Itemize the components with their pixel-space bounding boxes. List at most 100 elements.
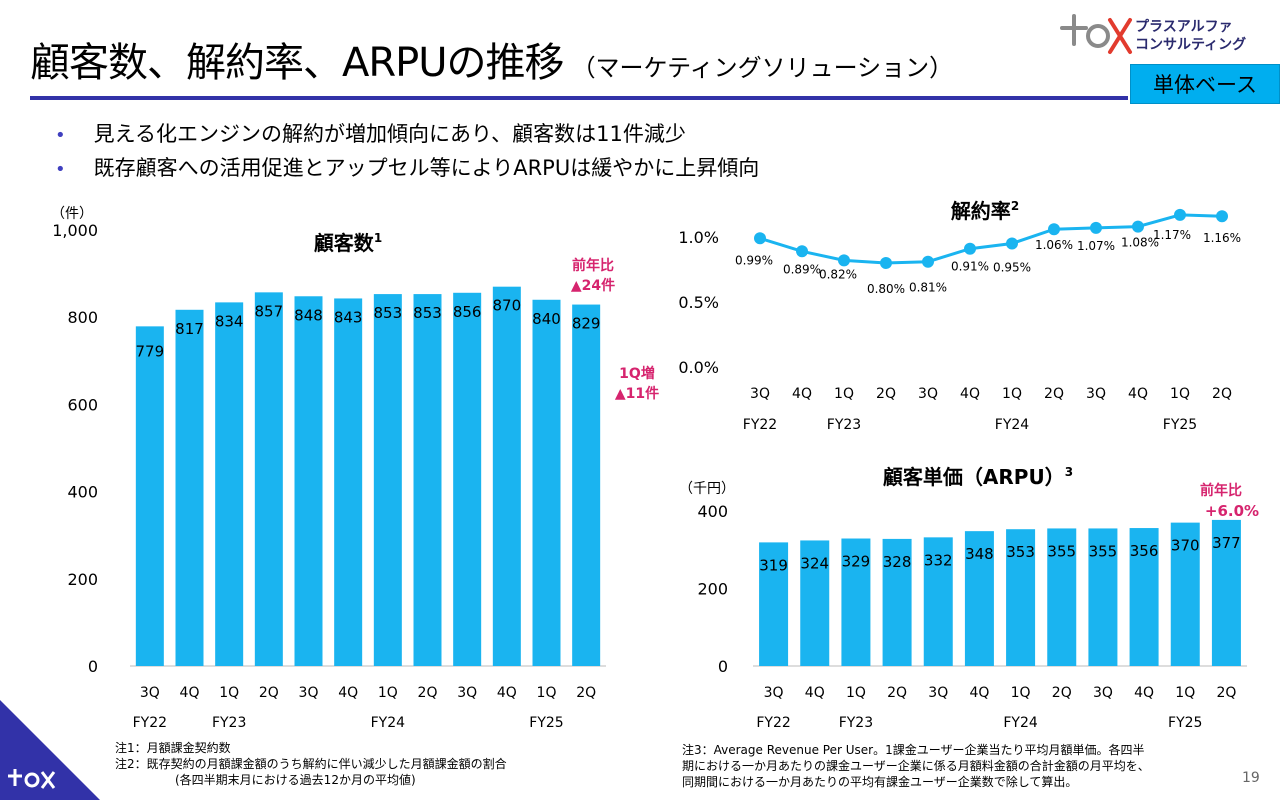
arpu-x-tick: 2Q [1052, 685, 1072, 701]
arpu-x-tick: 4Q [805, 685, 825, 701]
arpu-x-tick: 3Q [764, 685, 784, 701]
arpu-bar [964, 531, 994, 666]
customers-x-tick: 1Q [537, 685, 557, 701]
customers-fiscal-year-label: FY24 [371, 715, 406, 731]
arpu-x-tick: 2Q [887, 685, 907, 701]
customers-x-tick: 2Q [418, 685, 438, 701]
arpu-bar [841, 538, 871, 666]
arpu-value-label: 329 [842, 553, 871, 571]
customers-value-label: 843 [334, 308, 363, 326]
customers-bar [532, 299, 561, 666]
arpu-x-tick: 2Q [1216, 685, 1236, 701]
customers-value-label: 779 [136, 342, 165, 360]
arpu-x-tick: 3Q [928, 685, 948, 701]
customers-bar [453, 292, 482, 666]
customers-value-label: 848 [294, 306, 323, 324]
arpu-value-label: 355 [1089, 542, 1118, 560]
customers-qoq-label: 1Q増 [619, 365, 655, 382]
arpu-value-label: 377 [1212, 534, 1241, 552]
churn-value-label: 0.99% [735, 253, 773, 267]
customers-fiscal-year-label: FY23 [212, 715, 246, 731]
customers-bar [572, 304, 601, 666]
churn-fiscal-year-label: FY24 [995, 417, 1030, 433]
churn-y-tick: 1.0% [678, 228, 719, 247]
arpu-value-label: 324 [800, 554, 829, 572]
arpu-x-tick: 4Q [1134, 685, 1154, 701]
arpu-value-label: 348 [965, 545, 994, 563]
bullet-item-2: • 既存顧客への活用促進とアップセル等によりARPUは緩やかに上昇傾向 [55, 152, 759, 182]
arpu-yoy-label: 前年比 [1200, 482, 1242, 499]
logo-text-line1: プラスアルファ [1135, 19, 1233, 35]
churn-x-tick: 4Q [1128, 386, 1148, 402]
arpu-bar [1211, 519, 1241, 666]
bullet-text-1: 見える化エンジンの解約が増加傾向にあり、顧客数は11件減少 [93, 122, 686, 146]
churn-x-tick: 3Q [1086, 386, 1106, 402]
customers-bar [334, 298, 363, 666]
arpu-bar [1088, 528, 1118, 666]
churn-x-tick: 2Q [1212, 386, 1232, 402]
churn-x-tick: 1Q [834, 386, 854, 402]
arpu-bar [759, 542, 789, 666]
arpu-bar [800, 540, 830, 666]
churn-x-tick: 2Q [1044, 386, 1064, 402]
customers-bar [215, 302, 244, 666]
arpu-bar [1047, 528, 1077, 666]
churn-point [754, 232, 766, 245]
customers-y-tick: 200 [67, 570, 98, 589]
arpu-fiscal-year-label: FY25 [1168, 715, 1202, 731]
customers-value-label: 817 [175, 320, 204, 338]
customers-value-label: 870 [493, 297, 522, 315]
customers-x-tick: 4Q [338, 685, 358, 701]
customers-value-label: 840 [532, 310, 561, 328]
title-main: 顧客数、解約率、ARPUの推移 [30, 40, 565, 86]
arpu-y-tick: 200 [697, 580, 728, 599]
customers-value-label: 853 [374, 304, 403, 322]
customers-y-tick: 0 [88, 657, 98, 676]
churn-value-label: 1.06% [1035, 238, 1073, 252]
bullet-dot-icon: • [55, 125, 66, 146]
customers-yoy-value: ▲24件 [571, 277, 615, 294]
customers-x-tick: 2Q [259, 685, 279, 701]
logo-text-line2: コンサルティング [1135, 37, 1247, 53]
arpu-chart-title: 顧客単価（ARPU）3 [883, 465, 1073, 489]
customers-bar [175, 309, 204, 666]
churn-point [796, 245, 808, 258]
customers-x-tick: 3Q [299, 685, 319, 701]
customers-value-label: 857 [255, 302, 284, 320]
churn-y-tick: 0.0% [678, 358, 719, 377]
company-logo-text: プラスアルファ コンサルティング [1135, 18, 1246, 54]
customers-fiscal-year-label: FY22 [133, 715, 167, 731]
churn-point [922, 255, 934, 268]
arpu-bar [1129, 528, 1159, 666]
churn-point [838, 254, 850, 267]
customers-x-tick: 4Q [497, 685, 517, 701]
churn-fiscal-year-label: FY25 [1163, 417, 1197, 433]
title-subtitle: （マーケティングソリューション） [571, 54, 954, 82]
churn-x-tick: 2Q [876, 386, 896, 402]
churn-x-tick: 4Q [960, 386, 980, 402]
churn-y-tick: 0.5% [678, 293, 719, 312]
customers-bar [254, 292, 283, 666]
customers-qoq-value: ▲11件 [615, 385, 659, 402]
churn-fiscal-year-label: FY22 [743, 417, 777, 433]
churn-x-tick: 3Q [918, 386, 938, 402]
bullet-item-1: • 見える化エンジンの解約が増加傾向にあり、顧客数は11件減少 [55, 118, 686, 148]
churn-fiscal-year-label: FY23 [827, 417, 861, 433]
customers-bar [373, 294, 402, 666]
arpu-x-tick: 3Q [1093, 685, 1113, 701]
churn-value-label: 0.81% [909, 281, 947, 295]
customers-x-tick: 2Q [576, 685, 596, 701]
arpu-value-label: 370 [1171, 537, 1200, 555]
churn-value-label: 0.80% [867, 282, 905, 296]
company-logo-icon [1060, 14, 1132, 54]
arpu-value-label: 353 [1006, 543, 1035, 561]
customers-bar [135, 326, 164, 666]
arpu-x-tick: 1Q [846, 685, 866, 701]
arpu-value-label: 355 [1047, 542, 1076, 560]
churn-point [1174, 208, 1186, 221]
churn-point [880, 257, 892, 269]
churn-x-tick: 1Q [1170, 386, 1190, 402]
customers-x-tick: 4Q [180, 685, 200, 701]
churn-value-label: 1.17% [1153, 228, 1191, 242]
